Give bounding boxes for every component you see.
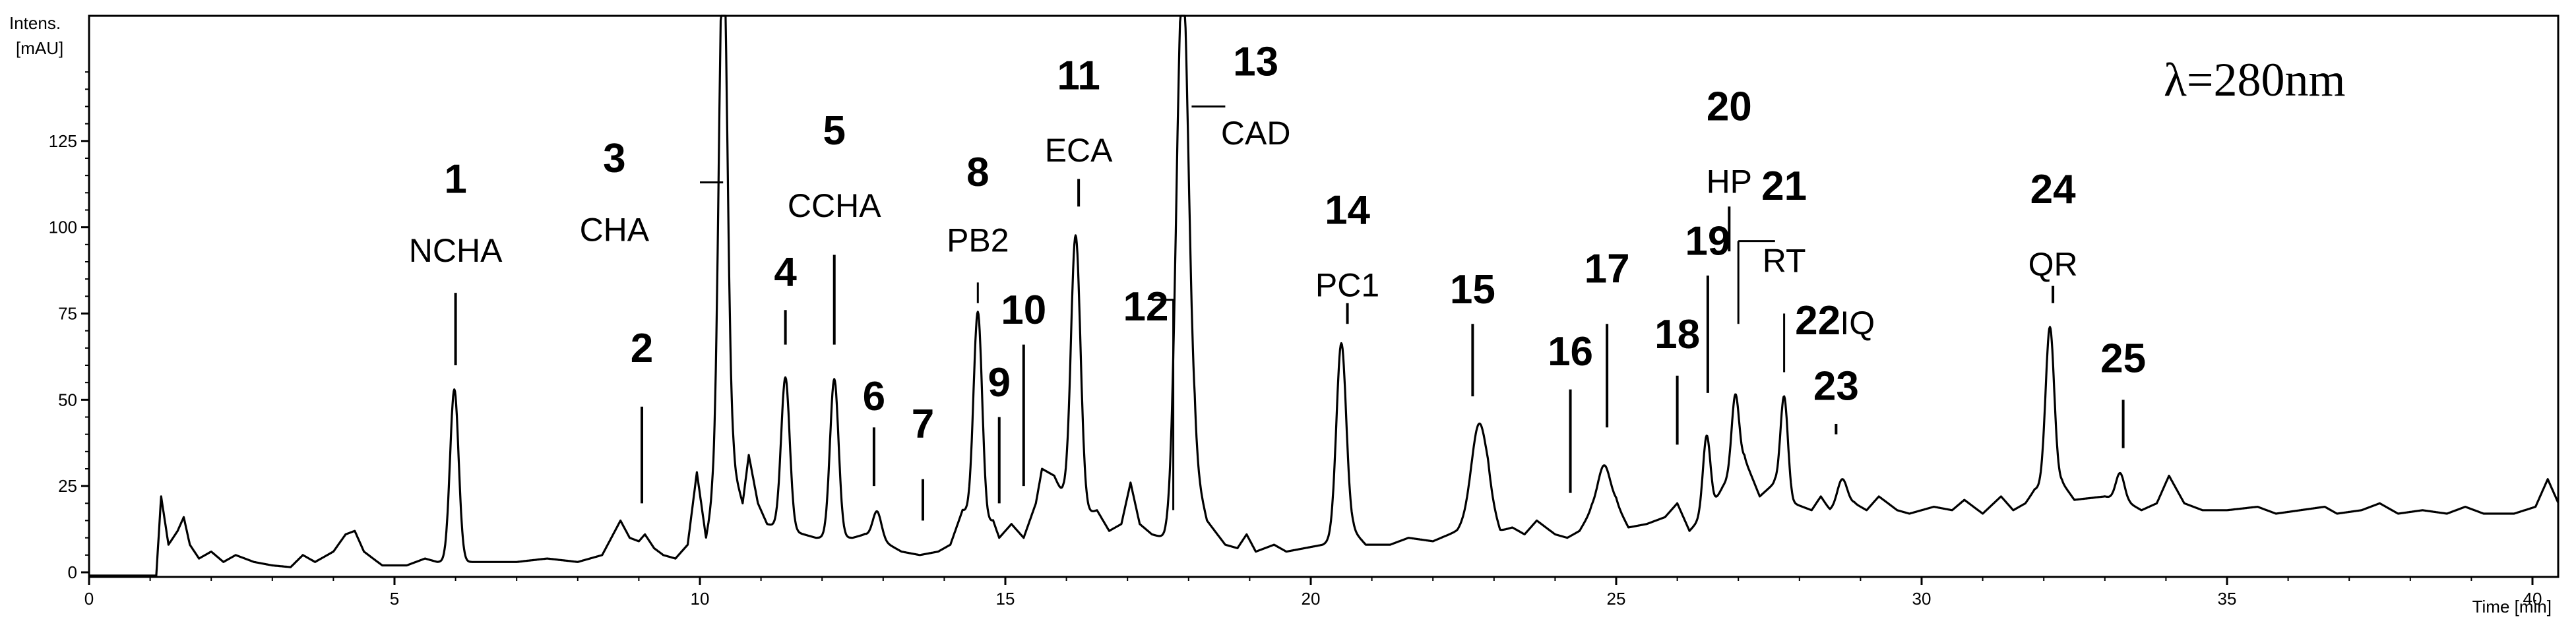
peak-label-14: 14 PC1 [1315, 187, 1379, 324]
peak-label-1: 1 NCHA [409, 156, 503, 365]
peak-number-12: 12 [1123, 284, 1168, 330]
peak-number-1: 1 [444, 156, 466, 202]
peak-number-23: 23 [1813, 363, 1859, 409]
peak-label-21: 21 RT [1761, 164, 1807, 280]
peak-label-22: 22 IQ [1795, 298, 1875, 344]
peak-number-15: 15 [1450, 267, 1495, 313]
peak-label-24: 24 QR [2028, 167, 2078, 303]
peak-number-21: 21 [1761, 164, 1807, 209]
peak-number-7: 7 [912, 402, 934, 447]
peak-number-24: 24 [2030, 167, 2076, 212]
x-tick-label: 10 [691, 589, 710, 609]
peak-number-8: 8 [966, 150, 989, 195]
x-tick-label: 0 [84, 589, 94, 609]
peak-number-4: 4 [774, 250, 797, 295]
peak-number-11: 11 [1057, 53, 1100, 98]
peak-label-19: 19 [1685, 219, 1730, 393]
peak-number-25: 25 [2100, 336, 2146, 381]
peak-label-11: 11 ECA [1045, 53, 1113, 207]
peak-name-24: QR [2028, 246, 2078, 283]
x-axis-label: Time [min] [2472, 597, 2552, 616]
y-tick-label: 125 [49, 131, 77, 151]
peak-number-16: 16 [1548, 329, 1593, 375]
peak-labels: 1NCHA23CHA45CCHA678PB291011ECA1213CAD14P… [409, 39, 2146, 521]
peak-label-8: 8 PB2 [947, 150, 1009, 258]
peak-label-6: 6 [863, 374, 885, 487]
y-tick-label: 75 [58, 304, 77, 324]
y-tick-label: 100 [49, 218, 77, 237]
peak-number-22: 22 [1795, 298, 1840, 344]
chromatogram-trace [88, 15, 2560, 577]
x-tick-label: 20 [1302, 589, 1321, 609]
y-tick-label: 25 [58, 476, 77, 496]
peak-name-14: PC1 [1315, 266, 1379, 303]
peak-label-5: 5 CCHA [788, 108, 881, 345]
peak-label-15: 15 [1450, 267, 1495, 397]
peak-label-20: 20 HP [1707, 84, 1752, 252]
peak-label-25: 25 [2100, 336, 2146, 448]
peak-label-13: 13 CAD [1221, 39, 1291, 152]
y-axis-label-line2: [mAU] [16, 38, 63, 58]
peak-name-5: CCHA [788, 187, 881, 224]
x-tick-label: 5 [390, 589, 399, 609]
peak-name-20: HP [1707, 163, 1752, 200]
peak-label-10: 10 [1001, 287, 1046, 487]
peak-name-21: RT [1763, 243, 1806, 280]
peak-number-13: 13 [1233, 39, 1278, 84]
peak-number-17: 17 [1585, 246, 1630, 291]
peak-label-9: 9 [988, 360, 1011, 504]
x-tick-label: 30 [1912, 589, 1932, 609]
peak-label-2: 2 [631, 326, 653, 504]
peak-label-7: 7 [912, 402, 934, 521]
y-axis-label-line1: Intens. [9, 13, 61, 33]
y-tick-label: 50 [58, 390, 77, 409]
x-tick-label: 25 [1607, 589, 1626, 609]
y-tick-label: 0 [68, 562, 77, 582]
peak-label-16: 16 [1548, 329, 1593, 493]
peak-name-1: NCHA [409, 232, 503, 269]
x-tick-label: 15 [996, 589, 1015, 609]
peak-label-18: 18 [1654, 312, 1700, 445]
peak-name-8: PB2 [947, 222, 1009, 258]
peak-label-3: 3 CHA [580, 136, 650, 249]
peak-number-10: 10 [1001, 287, 1046, 333]
peak-label-17: 17 [1585, 246, 1630, 428]
peak-number-5: 5 [823, 108, 845, 154]
peak-name-22: IQ [1840, 305, 1875, 342]
peak-label-4: 4 [774, 250, 797, 345]
wavelength-annotation: λ=280nm [2164, 53, 2346, 106]
x-tick-label: 40 [2523, 589, 2542, 609]
peak-label-23: 23 [1813, 363, 1859, 435]
peak-number-2: 2 [631, 326, 653, 371]
peak-number-9: 9 [988, 360, 1010, 406]
peak-number-18: 18 [1654, 312, 1700, 357]
peak-number-6: 6 [863, 374, 885, 419]
trace-layer [88, 15, 2560, 577]
peak-name-13: CAD [1221, 115, 1291, 152]
peak-number-20: 20 [1707, 84, 1752, 129]
peak-name-11: ECA [1045, 132, 1113, 169]
peak-number-14: 14 [1325, 187, 1370, 233]
peak-label-12: 12 [1123, 284, 1168, 330]
peak-name-3: CHA [580, 212, 650, 249]
leader-12 [1152, 299, 1175, 510]
x-tick-label: 35 [2218, 589, 2237, 609]
peak-number-19: 19 [1685, 219, 1730, 264]
peak-number-3: 3 [603, 136, 625, 181]
